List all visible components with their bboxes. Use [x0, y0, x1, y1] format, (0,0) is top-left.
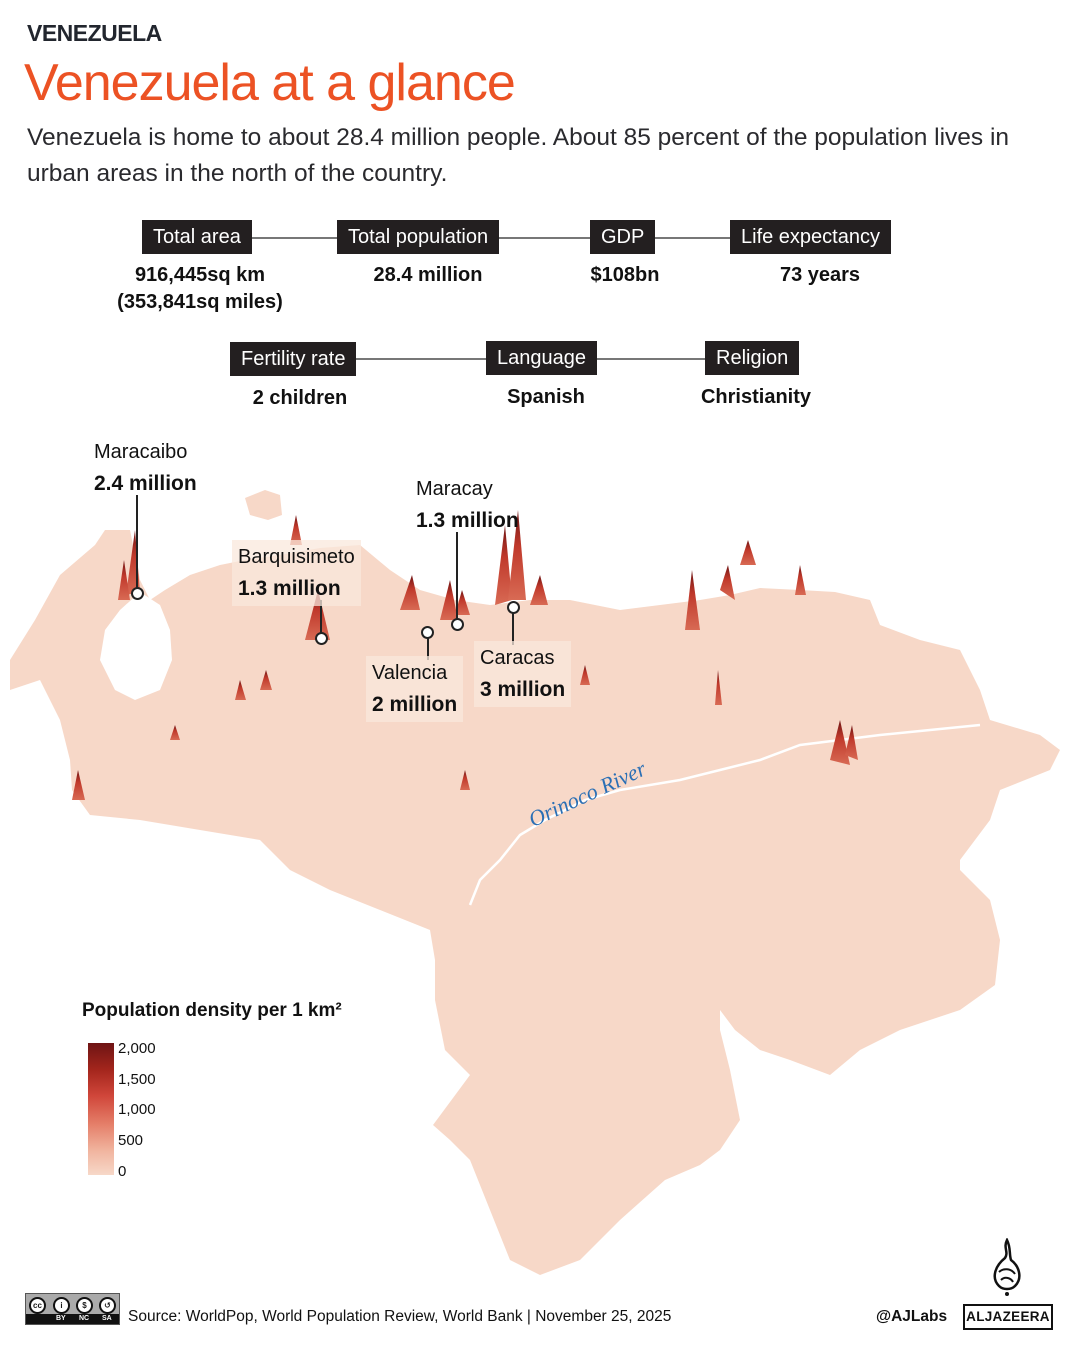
stat-value-gdp: $108bn	[590, 264, 660, 286]
subtitle: Venezuela is home to about 28.4 million …	[27, 124, 1010, 187]
venezuela-landmass	[10, 530, 1060, 1275]
city-label-caracas: Caracas 3 million	[474, 641, 572, 707]
stat-label-religion: Religion	[705, 341, 800, 375]
page-title: Venezuela at a glance	[24, 54, 516, 112]
stat-label-fertility-rate: Fertility rate	[230, 342, 357, 376]
creative-commons-badge: cc i $ ↺ BY NC SA	[25, 1293, 120, 1325]
city-name: Valencia	[372, 662, 448, 684]
city-dot-barquisimeto	[315, 632, 328, 645]
legend-tick: 1,000	[118, 1101, 156, 1118]
city-dot-valencia	[421, 626, 434, 639]
cc-icon: cc	[29, 1297, 46, 1314]
city-dot-caracas	[507, 601, 520, 614]
aljazeera-wordmark: ALJAZEERA	[963, 1304, 1053, 1330]
orinoco-river	[468, 723, 981, 906]
city-label-maracay: Maracay 1.3 million	[410, 472, 525, 538]
leader-maracay	[456, 532, 458, 622]
city-label-barquisimeto: Barquisimeto 1.3 million	[232, 540, 361, 606]
legend-tick: 0	[118, 1163, 127, 1180]
connector-line	[200, 237, 820, 239]
legend-tick: 1,500	[118, 1071, 156, 1088]
sa-text: SA	[102, 1315, 112, 1322]
stat-label-life-expectancy: Life expectancy	[730, 220, 891, 254]
legend-color-ramp	[88, 1043, 114, 1175]
stat-label-language: Language	[486, 341, 597, 375]
sa-icon: ↺	[99, 1297, 116, 1314]
city-population: 2 million	[372, 693, 458, 716]
city-name: Maracaibo	[94, 441, 188, 463]
leader-valencia	[427, 632, 429, 660]
stat-label-total-population: Total population	[337, 220, 500, 254]
legend-tick: 2,000	[118, 1040, 156, 1057]
nc-text: NC	[79, 1315, 90, 1322]
stat-value-total-area: 916,445sq km (353,841sq miles)	[100, 262, 300, 316]
city-name: Maracay	[416, 478, 493, 500]
city-population: 1.3 million	[238, 577, 341, 600]
city-dot-maracaibo	[131, 587, 144, 600]
legend-tick: 500	[118, 1132, 144, 1149]
stat-label-total-area: Total area	[142, 220, 252, 254]
stat-value-area-km: 916,445sq km	[134, 264, 266, 286]
city-name: Barquisimeto	[238, 546, 355, 568]
stat-label-gdp: GDP	[590, 220, 656, 254]
leader-caracas	[512, 610, 514, 645]
stat-value-area-miles: (353,841sq miles)	[117, 291, 283, 313]
by-text: BY	[56, 1315, 66, 1322]
city-label-maracaibo: Maracaibo 2.4 million	[88, 435, 203, 501]
stat-value-total-population: 28.4 million	[373, 264, 483, 286]
island	[245, 490, 282, 520]
lake-maracaibo	[100, 592, 172, 700]
stat-value-life-expectancy: 73 years	[779, 264, 861, 286]
stat-value-language: Spanish	[507, 386, 585, 408]
legend-title: Population density per 1 km²	[82, 1000, 342, 1021]
by-icon: i	[53, 1297, 70, 1314]
stat-value-religion: Christianity	[700, 386, 812, 408]
leader-maracaibo	[136, 495, 138, 593]
density-spikes	[72, 510, 858, 800]
city-population: 2.4 million	[94, 472, 197, 495]
city-name: Caracas	[480, 647, 555, 669]
city-population: 1.3 million	[416, 509, 519, 532]
ajlabs-handle: @AJLabs	[876, 1308, 948, 1325]
city-population: 3 million	[480, 678, 566, 701]
city-label-valencia: Valencia 2 million	[366, 656, 464, 722]
stat-value-fertility-rate: 2 children	[252, 387, 348, 409]
kicker: VENEZUELA	[27, 20, 162, 46]
city-dot-maracay	[451, 618, 464, 631]
venezuela-population-map	[10, 490, 1060, 1275]
source-text: Source: WorldPop, World Population Revie…	[128, 1308, 672, 1325]
leader-barquisimeto	[320, 600, 322, 635]
nc-icon: $	[76, 1297, 93, 1314]
aljazeera-logo-icon	[993, 1238, 1021, 1296]
